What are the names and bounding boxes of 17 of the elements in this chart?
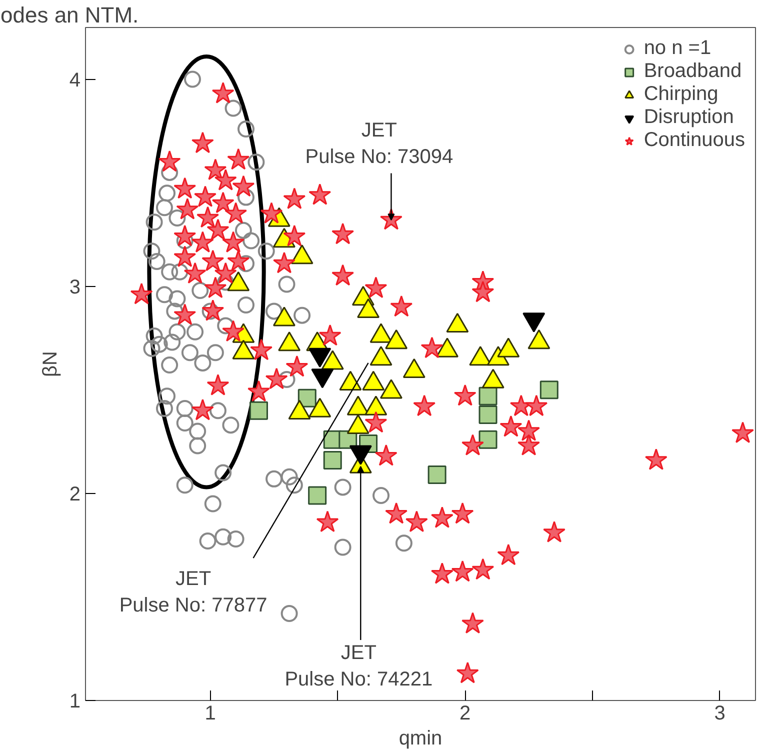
y-tick-label: 3 xyxy=(69,276,80,298)
legend-label: Broadband xyxy=(644,60,742,83)
x-tick-label: 1 xyxy=(204,702,216,724)
chart-title: odes an NTM. xyxy=(0,2,139,28)
x-tick-label: 3 xyxy=(714,702,726,724)
annotation: JET Pulse No: 74221 xyxy=(284,642,433,690)
annotation: JET Pulse No: 77877 xyxy=(119,568,268,616)
x-axis-title: qmin xyxy=(398,728,442,750)
y-tick-label: 2 xyxy=(69,483,80,506)
x-tick-label: 2 xyxy=(460,702,471,724)
y-tick-label: 4 xyxy=(69,69,80,92)
legend-label: no n =1 xyxy=(644,37,712,60)
y-axis-title: βN xyxy=(39,351,62,377)
legend-label: Disruption xyxy=(644,106,734,129)
legend-label: Chirping xyxy=(644,83,718,106)
annotation: JET Pulse No: 73094 xyxy=(305,120,454,168)
legend-label: Continuous xyxy=(644,129,745,152)
